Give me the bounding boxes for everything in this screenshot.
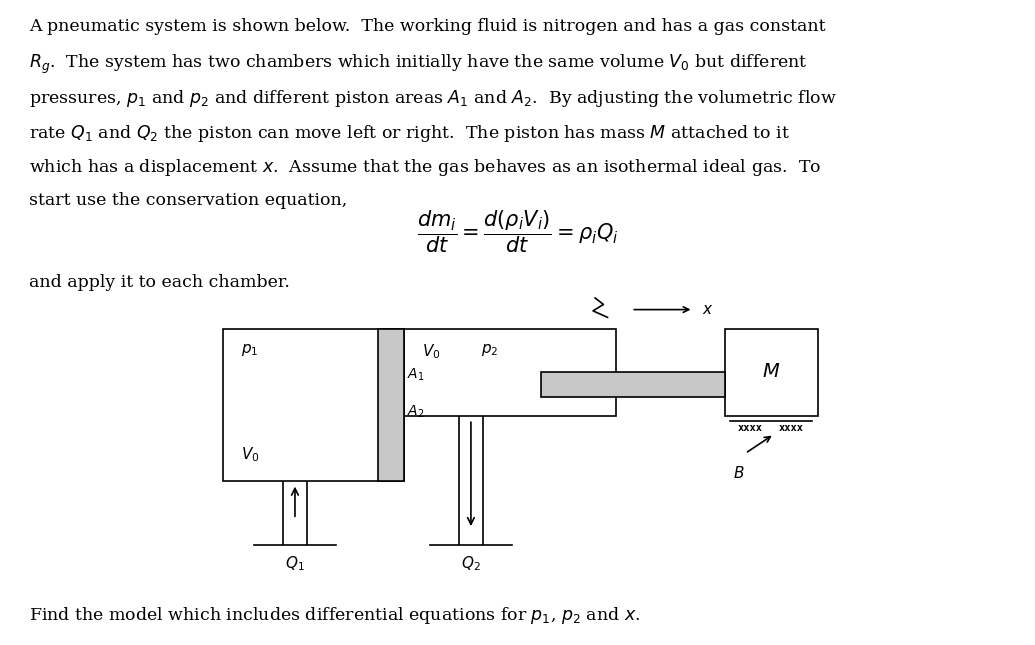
Text: $V_0$: $V_0$ bbox=[422, 342, 441, 361]
Text: rate $Q_1$ and $Q_2$ the piston can move left or right.  The piston has mass $M$: rate $Q_1$ and $Q_2$ the piston can move… bbox=[29, 123, 790, 144]
Text: A pneumatic system is shown below.  The working fluid is nitrogen and has a gas : A pneumatic system is shown below. The w… bbox=[29, 18, 826, 35]
Bar bbox=[223, 329, 404, 481]
Text: $Q_2$: $Q_2$ bbox=[461, 555, 481, 573]
Text: which has a displacement $x$.  Assume that the gas behaves as an isothermal idea: which has a displacement $x$. Assume tha… bbox=[29, 157, 821, 179]
Text: $p_1$: $p_1$ bbox=[241, 342, 259, 358]
Text: $A_1$: $A_1$ bbox=[407, 366, 424, 382]
Text: $p_2$: $p_2$ bbox=[481, 342, 499, 358]
Text: xxxx: xxxx bbox=[738, 423, 763, 433]
Text: $R_g$.  The system has two chambers which initially have the same volume $V_0$ b: $R_g$. The system has two chambers which… bbox=[29, 53, 807, 76]
Text: and apply it to each chamber.: and apply it to each chamber. bbox=[29, 274, 290, 291]
Bar bbox=[378, 329, 404, 481]
Text: $A_2$: $A_2$ bbox=[407, 403, 424, 419]
Text: xxxx: xxxx bbox=[779, 423, 804, 433]
Text: $V_0$: $V_0$ bbox=[241, 445, 260, 464]
Text: $M$: $M$ bbox=[762, 364, 780, 381]
Text: $\dfrac{dm_i}{dt} = \dfrac{d(\rho_i V_i)}{dt} = \rho_i Q_i$: $\dfrac{dm_i}{dt} = \dfrac{d(\rho_i V_i)… bbox=[417, 209, 618, 255]
Bar bbox=[541, 372, 724, 397]
Text: $B$: $B$ bbox=[733, 465, 744, 481]
Bar bbox=[724, 329, 818, 416]
Text: $x$: $x$ bbox=[702, 303, 713, 317]
Bar bbox=[404, 329, 616, 416]
Text: pressures, $p_1$ and $p_2$ and different piston areas $A_1$ and $A_2$.  By adjus: pressures, $p_1$ and $p_2$ and different… bbox=[29, 88, 836, 109]
Text: start use the conservation equation,: start use the conservation equation, bbox=[29, 192, 347, 209]
Text: $Q_1$: $Q_1$ bbox=[285, 555, 305, 573]
Text: Find the model which includes differential equations for $p_1$, $p_2$ and $x$.: Find the model which includes differenti… bbox=[29, 605, 641, 626]
